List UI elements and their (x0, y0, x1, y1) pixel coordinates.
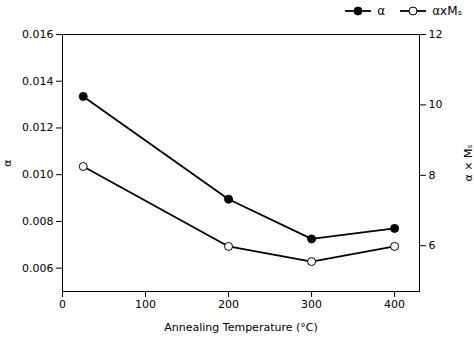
html-text:α: α (377, 4, 386, 18)
svg-text:0.012: 0.012 (22, 121, 54, 134)
svg-text:0.010: 0.010 (22, 168, 54, 181)
svg-text:300: 300 (301, 298, 322, 311)
svg-text:α × Mₛ: α × Mₛ (462, 144, 474, 181)
svg-text:α: α (1, 159, 14, 166)
svg-text:0.006: 0.006 (22, 262, 54, 275)
svg-text:100: 100 (135, 298, 156, 311)
svg-text:200: 200 (218, 298, 239, 311)
svg-text:400: 400 (384, 298, 405, 311)
svg-text:0.014: 0.014 (22, 75, 54, 88)
svg-text:10: 10 (429, 98, 443, 111)
html-text:αxMₛ: αxMₛ (432, 4, 462, 18)
svg-text:8: 8 (429, 169, 436, 182)
svg-text:0.016: 0.016 (22, 28, 54, 41)
svg-text:0: 0 (59, 298, 66, 311)
svg-text:6: 6 (429, 239, 436, 252)
svg-text:12: 12 (429, 28, 443, 41)
svg-text:Annealing Temperature (°C): Annealing Temperature (°C) (164, 321, 317, 334)
svg-text:0.008: 0.008 (22, 215, 54, 228)
